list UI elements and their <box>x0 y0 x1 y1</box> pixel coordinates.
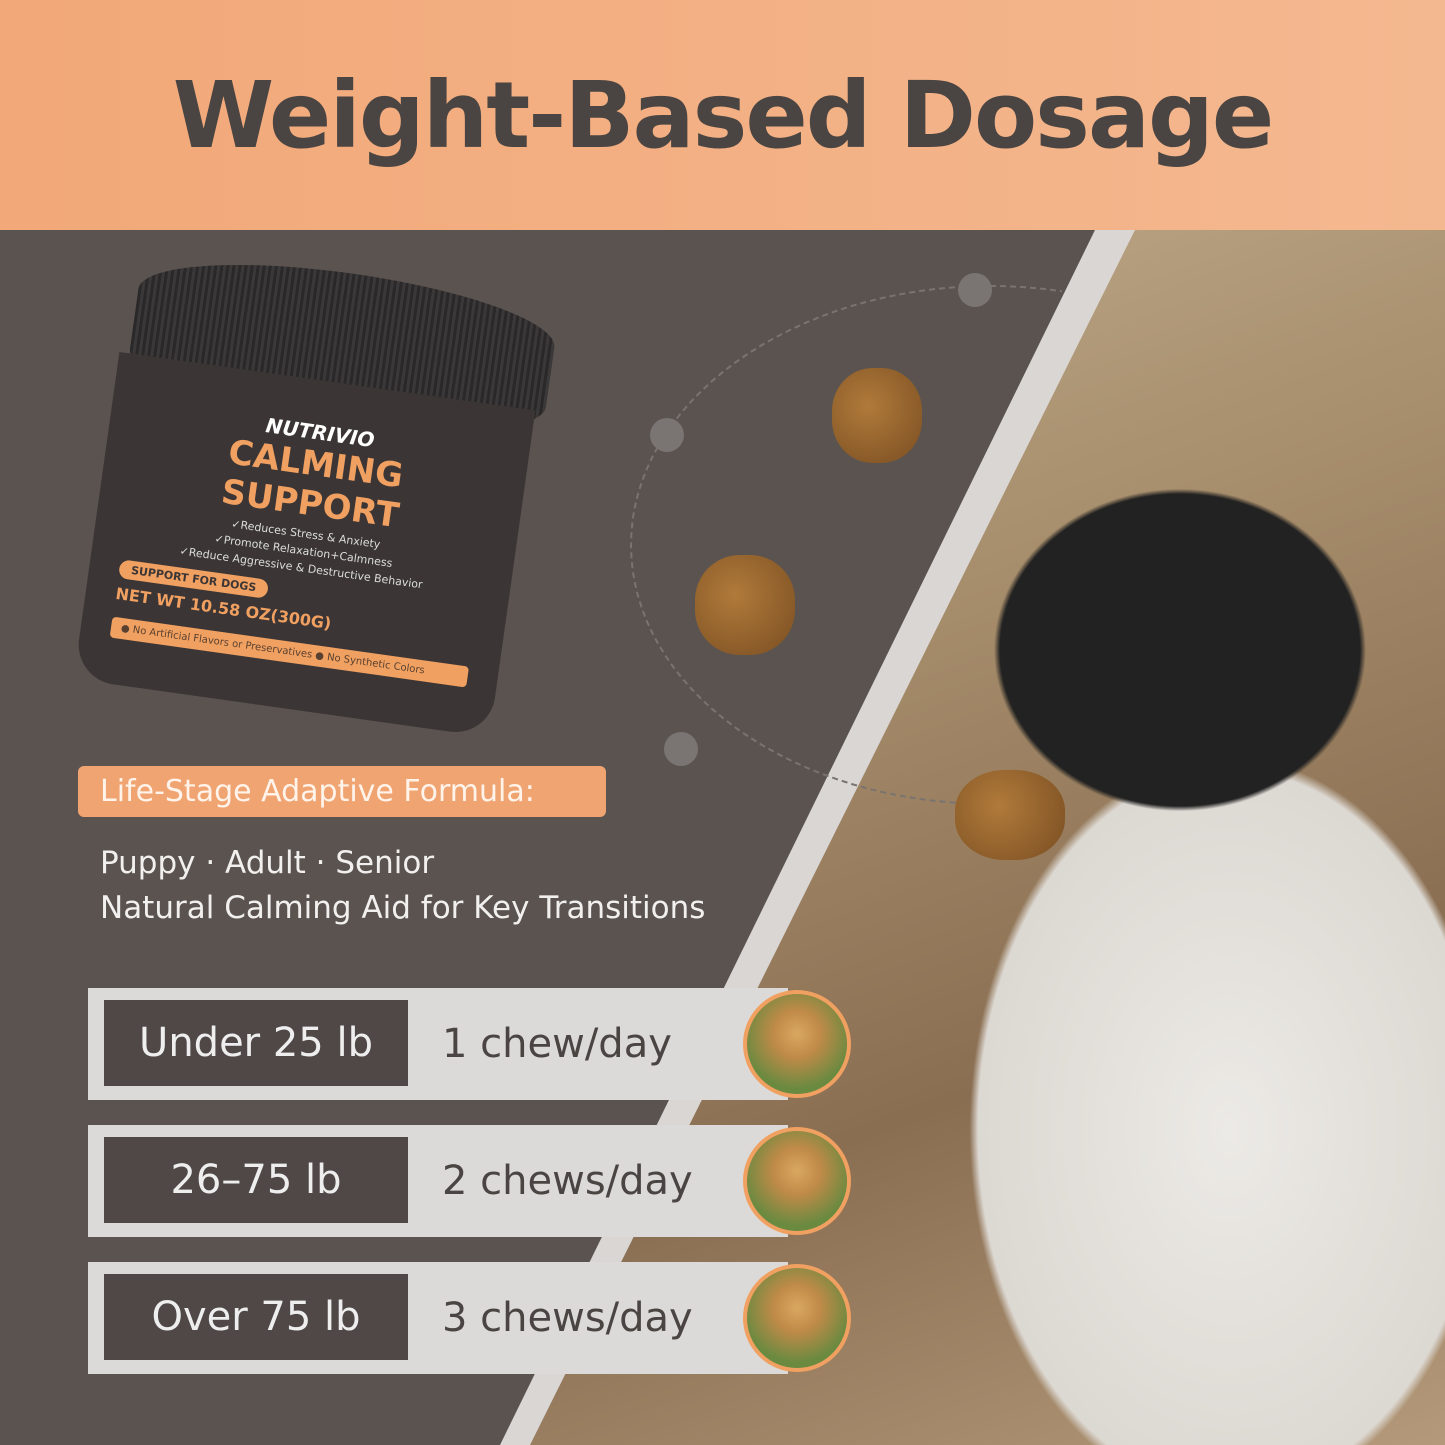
chew-treat <box>695 555 795 655</box>
formula-tag: Life-Stage Adaptive Formula: <box>78 766 606 817</box>
formula-description: Natural Calming Aid for Key Transitions <box>100 890 706 926</box>
dosage-row: Over 75 lb 3 chews/day <box>88 1262 788 1374</box>
puppy-photo <box>743 990 851 1098</box>
header-banner: Weight-Based Dosage <box>0 0 1445 230</box>
dose-label: 1 chew/day <box>442 1021 672 1067</box>
page-title: Weight-Based Dosage <box>172 61 1275 169</box>
dose-label: 2 chews/day <box>442 1158 693 1204</box>
dose-label: 3 chews/day <box>442 1295 693 1341</box>
life-stages: Puppy · Adult · Senior <box>100 845 435 881</box>
weight-label: Under 25 lb <box>104 1000 408 1086</box>
weight-label: 26–75 lb <box>104 1137 408 1223</box>
orbit-dot <box>650 418 684 452</box>
orbit-dot <box>958 273 992 307</box>
product-jar: NUTRIVIO CALMING SUPPORT ✓Reduces Stress… <box>50 240 571 769</box>
adult-dog-photo <box>743 1127 851 1235</box>
dosage-row: Under 25 lb 1 chew/day <box>88 988 788 1100</box>
chew-treat <box>955 770 1065 860</box>
senior-dog-photo <box>743 1264 851 1372</box>
chew-treat <box>832 368 922 463</box>
dosage-row: 26–75 lb 2 chews/day <box>88 1125 788 1237</box>
jar-label: NUTRIVIO CALMING SUPPORT ✓Reduces Stress… <box>73 351 536 738</box>
orbit-dot <box>664 732 698 766</box>
weight-label: Over 75 lb <box>104 1274 408 1360</box>
